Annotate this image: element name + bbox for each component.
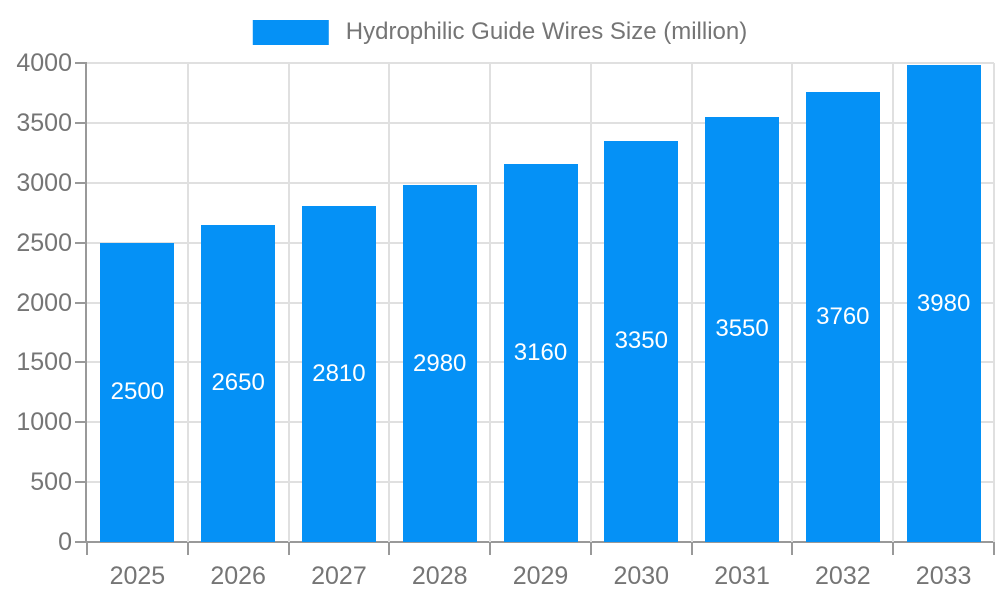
legend-item[interactable]: Hydrophilic Guide Wires Size (million) [252, 18, 748, 46]
legend-swatch [252, 19, 329, 45]
x-tick-label-2029: 2029 [512, 562, 569, 590]
v-gridline-8 [892, 63, 895, 542]
x-tick-1 [186, 542, 189, 555]
x-tick-2 [287, 542, 290, 555]
v-gridline-3 [388, 63, 391, 542]
bar-2029: 3160 [503, 163, 578, 542]
bar-value-label-2031: 3550 [715, 315, 769, 343]
x-axis-line [85, 541, 995, 543]
bar-2025: 2500 [100, 242, 175, 542]
y-tick-500 [75, 481, 85, 484]
y-tick-label-1500: 1500 [16, 348, 72, 377]
y-tick-1500 [75, 361, 85, 364]
y-tick-label-1000: 1000 [16, 408, 72, 437]
y-tick-0 [75, 541, 85, 543]
y-tick-2500 [75, 241, 85, 244]
v-gridline-6 [690, 63, 693, 542]
x-tick-7 [791, 542, 794, 555]
x-tick-label-2030: 2030 [613, 562, 670, 590]
bar-2028: 2980 [402, 185, 477, 542]
v-gridline-9 [993, 63, 995, 542]
legend-label: Hydrophilic Guide Wires Size (million) [345, 18, 748, 45]
y-tick-label-2000: 2000 [16, 288, 72, 317]
bar-value-label-2033: 3980 [916, 289, 971, 317]
y-tick-4000 [75, 62, 85, 64]
x-tick-6 [690, 542, 693, 555]
x-tick-label-2033: 2033 [915, 562, 972, 590]
x-tick-label-2031: 2031 [714, 562, 770, 590]
v-gridline-2 [287, 63, 290, 542]
y-tick-1000 [75, 421, 85, 424]
h-gridline-4000 [87, 62, 994, 64]
bar-2027: 2810 [301, 205, 376, 542]
plot-area: 2500 2650 2810 2980 3160 3350 3550 3760 3980 [87, 62, 995, 542]
x-tick-label-2028: 2028 [411, 562, 468, 590]
bar-2033: 3980 [906, 65, 981, 542]
y-axis-line [85, 62, 87, 543]
x-tick-5 [589, 542, 592, 555]
bar-value-label-2025: 2500 [110, 378, 165, 406]
y-tick-label-500: 500 [30, 468, 72, 497]
y-tick-label-3500: 3500 [16, 108, 72, 137]
x-tick-0 [86, 542, 88, 555]
v-gridline-4 [489, 63, 492, 542]
bar-value-label-2026: 2650 [211, 369, 265, 397]
v-gridline-7 [791, 63, 794, 542]
y-tick-2000 [75, 301, 85, 304]
bar-value-label-2028: 2980 [413, 349, 467, 377]
v-gridline-5 [589, 63, 592, 542]
y-tick-3000 [75, 181, 85, 184]
bar-value-label-2030: 3350 [614, 327, 668, 355]
x-tick-label-2026: 2026 [210, 562, 266, 590]
y-tick-label-3000: 3000 [16, 168, 72, 197]
bar-2031: 3550 [705, 116, 780, 542]
x-tick-label-2027: 2027 [311, 562, 367, 590]
x-tick-label-2032: 2032 [815, 562, 871, 590]
y-tick-label-4000: 4000 [16, 49, 72, 77]
bar-2032: 3760 [805, 91, 880, 542]
bar-value-label-2032: 3760 [816, 302, 870, 330]
x-tick-9 [993, 542, 995, 555]
y-tick-3500 [75, 121, 85, 124]
x-tick-3 [388, 542, 391, 555]
v-gridline-1 [186, 63, 189, 542]
bar-value-label-2029: 3160 [513, 338, 568, 366]
bar-value-label-2027: 2810 [312, 359, 366, 387]
x-tick-label-2025: 2025 [109, 562, 166, 590]
bar-2026: 2650 [201, 224, 276, 542]
y-tick-label-2500: 2500 [16, 228, 72, 257]
x-tick-4 [489, 542, 492, 555]
x-tick-8 [892, 542, 895, 555]
y-tick-label-0: 0 [58, 528, 72, 556]
h-gridline-3500 [87, 121, 994, 124]
bar-2030: 3350 [604, 140, 679, 542]
